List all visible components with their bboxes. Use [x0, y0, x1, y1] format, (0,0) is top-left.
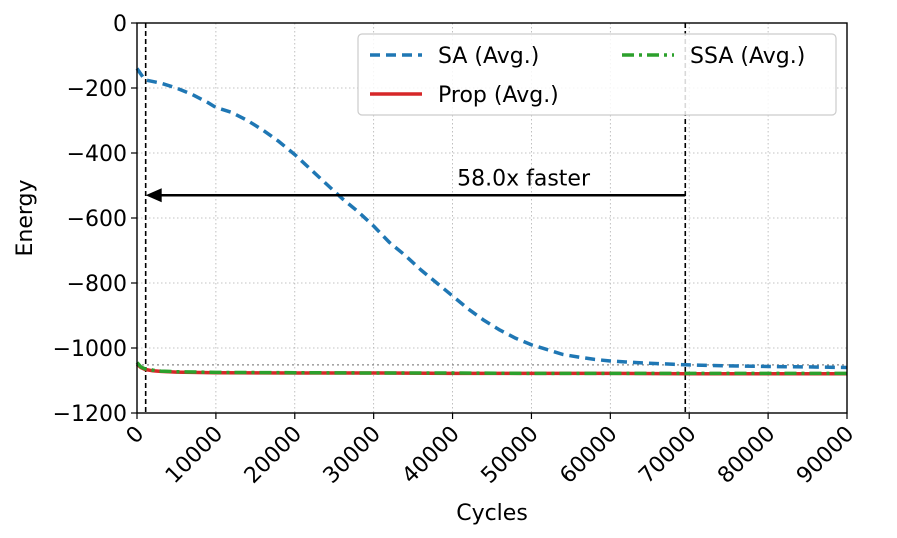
legend-box: [357, 33, 837, 116]
y-tick-label: −800: [67, 272, 127, 297]
y-tick-label: −200: [67, 77, 127, 102]
y-axis-label: Energy: [13, 179, 38, 256]
annotation-arrow-head: [145, 188, 162, 203]
legend-label: Prop (Avg.): [438, 83, 559, 108]
annotation-text: 58.0x faster: [457, 166, 591, 191]
y-tick-label: 0: [113, 12, 127, 37]
axis-labels-group: Cycles Energy: [13, 179, 528, 526]
legend: SA (Avg.) Prop (Avg.) SSA (Avg.): [357, 33, 837, 116]
y-tick-label: −1200: [53, 402, 127, 427]
legend-label: SSA (Avg.): [690, 44, 805, 69]
y-tick-label: −400: [67, 142, 127, 167]
series-group: [135, 67, 848, 376]
legend-label: SA (Avg.): [438, 44, 539, 69]
x-axis-label: Cycles: [456, 501, 528, 526]
y-tick-label: −1000: [53, 337, 127, 362]
annotation-group: 58.0x faster: [145, 166, 686, 203]
series-line-sa: [135, 67, 848, 370]
series-line-ssa: [135, 361, 847, 376]
y-tick-label: −600: [67, 207, 127, 232]
